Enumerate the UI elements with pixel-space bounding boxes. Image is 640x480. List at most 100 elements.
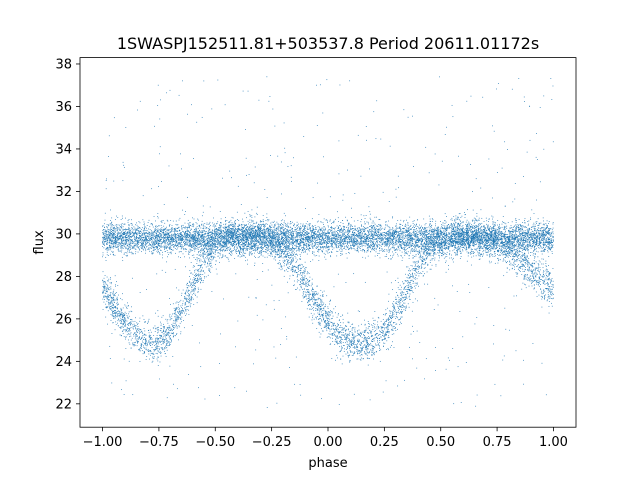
data-point	[503, 228, 505, 230]
data-point	[243, 238, 245, 240]
data-point	[316, 221, 318, 223]
data-point	[140, 231, 141, 232]
data-point	[400, 245, 401, 246]
data-point	[179, 238, 181, 239]
data-point	[151, 237, 153, 239]
data-point	[498, 231, 499, 232]
data-point	[442, 224, 444, 226]
data-point	[153, 248, 155, 250]
data-point	[216, 229, 218, 231]
data-point	[376, 244, 378, 246]
data-point	[400, 244, 401, 246]
data-point	[292, 246, 294, 248]
data-point	[382, 241, 384, 243]
data-point	[252, 235, 254, 237]
data-point	[511, 221, 513, 223]
data-point	[417, 252, 419, 254]
data-point	[129, 233, 131, 235]
data-point	[516, 220, 517, 222]
data-point	[500, 232, 502, 234]
data-point	[215, 227, 217, 229]
data-point	[393, 233, 395, 235]
data-point	[180, 239, 181, 241]
data-point	[364, 228, 365, 230]
data-point	[378, 237, 380, 239]
data-point	[434, 248, 436, 249]
data-point	[162, 246, 164, 248]
data-point	[202, 227, 204, 229]
data-point	[144, 227, 146, 229]
data-point	[125, 251, 127, 253]
data-point	[213, 240, 215, 242]
data-point	[224, 245, 226, 247]
data-point	[263, 226, 264, 227]
data-point	[394, 244, 396, 246]
data-point	[124, 229, 126, 231]
data-point	[106, 239, 108, 241]
data-point	[251, 225, 253, 226]
data-point	[109, 220, 111, 221]
data-point	[441, 247, 443, 248]
data-point	[239, 235, 240, 237]
data-point	[438, 231, 439, 233]
data-point	[249, 229, 251, 231]
data-point	[216, 234, 218, 236]
data-point	[426, 242, 427, 244]
data-point	[204, 239, 206, 241]
data-point	[450, 234, 452, 236]
data-point	[179, 251, 181, 252]
data-point	[249, 227, 251, 228]
data-point	[168, 238, 170, 240]
data-point	[534, 239, 536, 241]
data-point	[121, 236, 123, 238]
data-point	[104, 241, 105, 242]
data-point	[320, 236, 322, 238]
data-point	[359, 248, 361, 250]
data-point	[528, 230, 530, 232]
data-point	[253, 252, 255, 254]
data-point	[283, 251, 285, 253]
data-point	[220, 247, 222, 249]
data-point	[343, 227, 345, 229]
data-point	[410, 228, 412, 230]
data-point	[361, 242, 363, 244]
data-point	[153, 244, 155, 246]
data-point	[280, 250, 282, 252]
data-point	[293, 249, 295, 251]
data-point	[495, 234, 497, 236]
data-point	[128, 219, 130, 220]
data-point	[104, 235, 105, 237]
data-point	[371, 228, 373, 230]
data-point	[148, 244, 150, 246]
data-point	[105, 240, 107, 242]
data-point	[208, 242, 210, 244]
data-point	[271, 243, 273, 245]
data-point	[345, 243, 347, 244]
data-point	[527, 240, 529, 241]
data-point	[374, 245, 375, 247]
data-point	[234, 246, 235, 248]
data-point	[239, 251, 240, 253]
data-point	[214, 231, 216, 233]
data-point	[116, 233, 118, 234]
data-point	[190, 244, 192, 246]
data-point	[360, 250, 362, 251]
data-point	[357, 242, 359, 244]
data-point	[408, 230, 410, 231]
data-point	[393, 231, 395, 233]
data-point	[185, 244, 187, 246]
data-point	[430, 227, 432, 228]
data-point	[340, 248, 342, 250]
data-point	[530, 229, 532, 230]
data-point	[284, 235, 286, 236]
data-point	[262, 250, 264, 252]
data-point	[288, 229, 290, 231]
data-point	[425, 231, 427, 233]
data-point	[509, 238, 511, 240]
data-point	[200, 255, 201, 257]
data-point	[153, 245, 155, 247]
data-point	[435, 242, 437, 244]
data-point	[222, 233, 224, 235]
data-point	[459, 229, 460, 231]
data-point	[106, 223, 108, 225]
